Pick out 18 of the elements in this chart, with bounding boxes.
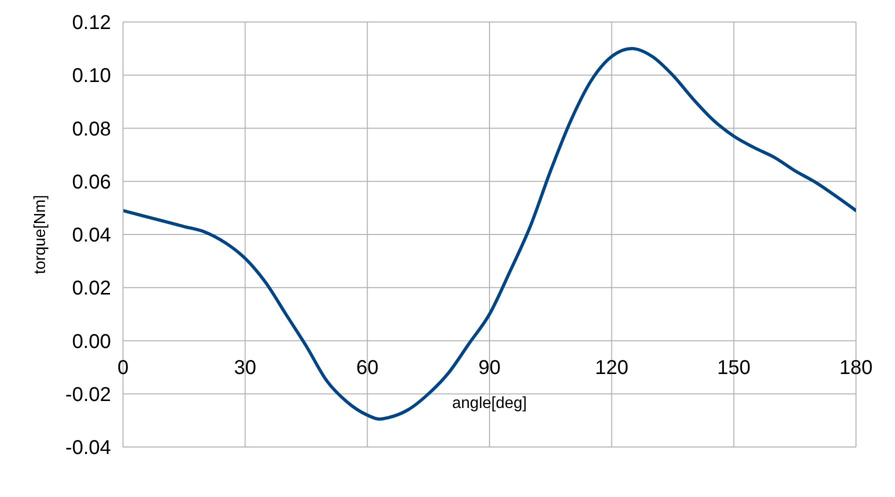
x-tick-label: 60 bbox=[356, 356, 378, 379]
y-tick-label: 0.10 bbox=[72, 65, 111, 88]
y-tick-label: 0.02 bbox=[72, 278, 111, 300]
x-axis-title: angle[deg] bbox=[452, 394, 527, 412]
y-tick-label: 0.12 bbox=[72, 12, 111, 34]
y-tick-label: 0.04 bbox=[72, 224, 111, 246]
y-tick-label: -0.04 bbox=[65, 437, 111, 459]
y-tick-label: 0.00 bbox=[72, 330, 111, 353]
x-tick-label: 180 bbox=[839, 356, 873, 379]
y-axis-title: torque[Nm] bbox=[32, 194, 48, 274]
x-tick-label: 0 bbox=[117, 356, 129, 379]
y-tick-label: -0.02 bbox=[65, 384, 111, 406]
x-tick-label: 150 bbox=[717, 356, 751, 379]
x-tick-label: 90 bbox=[478, 356, 501, 379]
x-tick-label: 120 bbox=[594, 356, 628, 379]
y-tick-label: 0.06 bbox=[72, 171, 111, 194]
y-tick-label: 0.08 bbox=[72, 118, 111, 140]
x-tick-label: 30 bbox=[234, 356, 256, 379]
